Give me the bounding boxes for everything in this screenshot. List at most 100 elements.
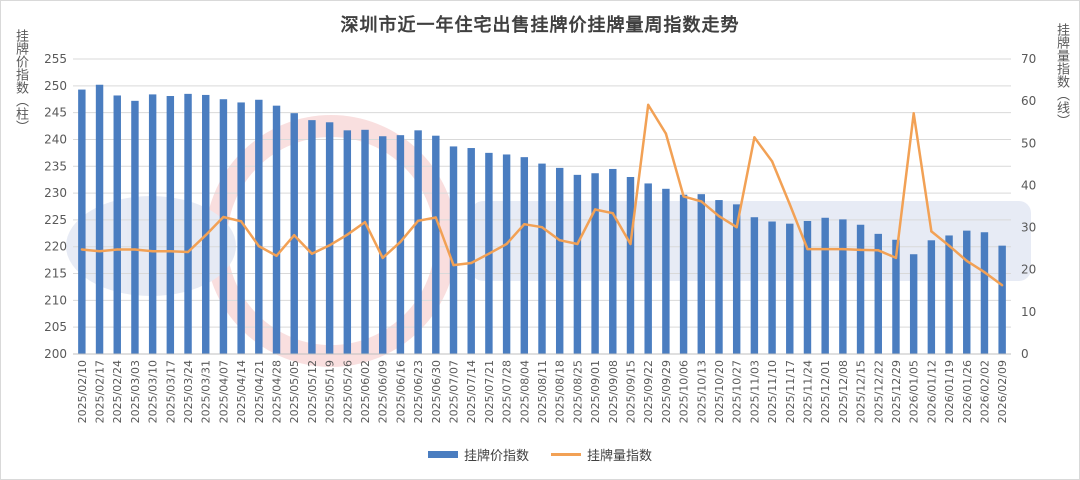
- bar: [237, 102, 245, 354]
- bar: [679, 194, 688, 354]
- x-tick-label: 2025/07/07: [448, 360, 461, 423]
- x-tick-label: 2025/06/09: [377, 360, 390, 423]
- bar: [113, 95, 121, 355]
- bar: [609, 168, 617, 354]
- bar: [963, 230, 971, 354]
- x-tick-label: 2025/10/20: [713, 360, 726, 423]
- line-point: [558, 239, 561, 242]
- x-tick-label: 2025/03/03: [129, 360, 142, 423]
- x-tick-label: 2025/08/04: [518, 360, 531, 423]
- bar: [874, 233, 882, 354]
- x-tick-label: 2025/09/15: [624, 360, 637, 423]
- y-tick-left: 215: [44, 267, 67, 281]
- x-tick-label: 2025/12/01: [819, 360, 832, 423]
- bar: [432, 135, 440, 354]
- bar: [538, 163, 546, 354]
- x-tick-label: 2025/06/02: [359, 360, 372, 423]
- x-tick-label: 2026/02/09: [996, 360, 1009, 423]
- bar: [95, 84, 104, 354]
- bar: [414, 130, 422, 354]
- y-tick-right: 20: [1021, 263, 1036, 277]
- bar: [856, 224, 865, 354]
- y-tick-left: 200: [44, 347, 67, 361]
- line-point: [257, 244, 261, 248]
- x-tick-label: 2025/12/08: [837, 360, 850, 423]
- legend-item-line: 挂牌量指数: [551, 445, 652, 464]
- line-point: [664, 132, 668, 135]
- y-tick-right: 0: [1021, 347, 1029, 361]
- line-point: [346, 233, 349, 236]
- legend-label-bar: 挂牌价指数: [463, 449, 529, 464]
- bar: [626, 177, 635, 354]
- bar: [662, 188, 670, 354]
- bar: [361, 129, 369, 354]
- bar: [255, 99, 263, 354]
- x-tick-label: 2026/01/05: [908, 360, 921, 423]
- bar: [839, 219, 847, 354]
- x-tick-label: 2025/09/29: [660, 360, 673, 423]
- y-tick-left: 250: [44, 79, 67, 93]
- x-tick-label: 2025/03/10: [147, 360, 160, 423]
- line-point: [912, 112, 915, 115]
- y-tick-left: 255: [44, 52, 67, 66]
- x-tick-label: 2025/05/19: [324, 360, 337, 423]
- line-point: [169, 249, 172, 253]
- x-tick-label: 2025/03/31: [200, 360, 213, 423]
- bar: [591, 173, 599, 354]
- x-tick-label: 2025/05/12: [306, 360, 319, 423]
- line-point: [576, 242, 579, 246]
- y-tick-left: 235: [44, 159, 67, 173]
- bar: [786, 223, 794, 354]
- x-tick-label: 2025/08/11: [536, 360, 549, 423]
- line-point: [204, 233, 207, 237]
- bar: [715, 200, 723, 354]
- y-tick-right: 50: [1021, 136, 1036, 150]
- line-point: [717, 214, 721, 218]
- x-tick-label: 2025/12/15: [855, 360, 868, 423]
- x-tick-label: 2025/04/14: [235, 360, 248, 423]
- bar: [750, 217, 759, 354]
- line-point: [310, 252, 314, 255]
- line-point: [894, 256, 898, 260]
- line-point: [859, 248, 862, 252]
- x-tick-label: 2025/11/17: [784, 360, 797, 423]
- line-point: [735, 225, 738, 229]
- line-point: [116, 248, 119, 251]
- x-tick-label: 2025/06/16: [394, 360, 407, 423]
- line-point: [186, 250, 190, 254]
- x-tick-label: 2025/02/17: [94, 360, 107, 423]
- y-tick-right: 10: [1021, 305, 1036, 319]
- line-point: [381, 256, 384, 260]
- y-tick-right: 40: [1021, 178, 1036, 192]
- line-point: [505, 242, 508, 246]
- legend-label-line: 挂牌量指数: [587, 449, 653, 464]
- line-point: [487, 252, 491, 255]
- bar: [396, 135, 405, 354]
- line-point: [434, 216, 438, 219]
- x-tick-label: 2025/04/21: [253, 360, 266, 423]
- x-tick-label: 2025/05/26: [341, 360, 354, 423]
- x-tick-label: 2025/09/01: [589, 360, 602, 423]
- line-point: [788, 203, 791, 206]
- x-tick-label: 2025/02/24: [111, 360, 124, 423]
- bar: [573, 174, 582, 354]
- x-tick-label: 2025/04/28: [271, 360, 284, 423]
- y-axis-right-label: 挂牌量指数（线）: [1054, 23, 1069, 127]
- x-tick-label: 2025/06/30: [430, 360, 443, 423]
- x-tick-label: 2026/01/12: [925, 360, 938, 423]
- y-tick-right: 60: [1021, 94, 1036, 108]
- line-point: [1000, 284, 1004, 287]
- x-tick-label: 2025/07/28: [501, 360, 514, 423]
- line-point: [470, 261, 473, 265]
- x-tick-label: 2025/05/05: [288, 360, 301, 423]
- x-tick-label: 2025/07/14: [465, 360, 478, 423]
- bar: [909, 254, 918, 354]
- line-point: [151, 249, 154, 253]
- y-tick-left: 205: [44, 320, 67, 334]
- line-point: [416, 219, 420, 223]
- line-point: [823, 247, 827, 251]
- x-tick-label: 2025/08/25: [571, 360, 584, 423]
- bar: [980, 232, 989, 354]
- line-point: [222, 215, 225, 219]
- line-point: [399, 240, 402, 244]
